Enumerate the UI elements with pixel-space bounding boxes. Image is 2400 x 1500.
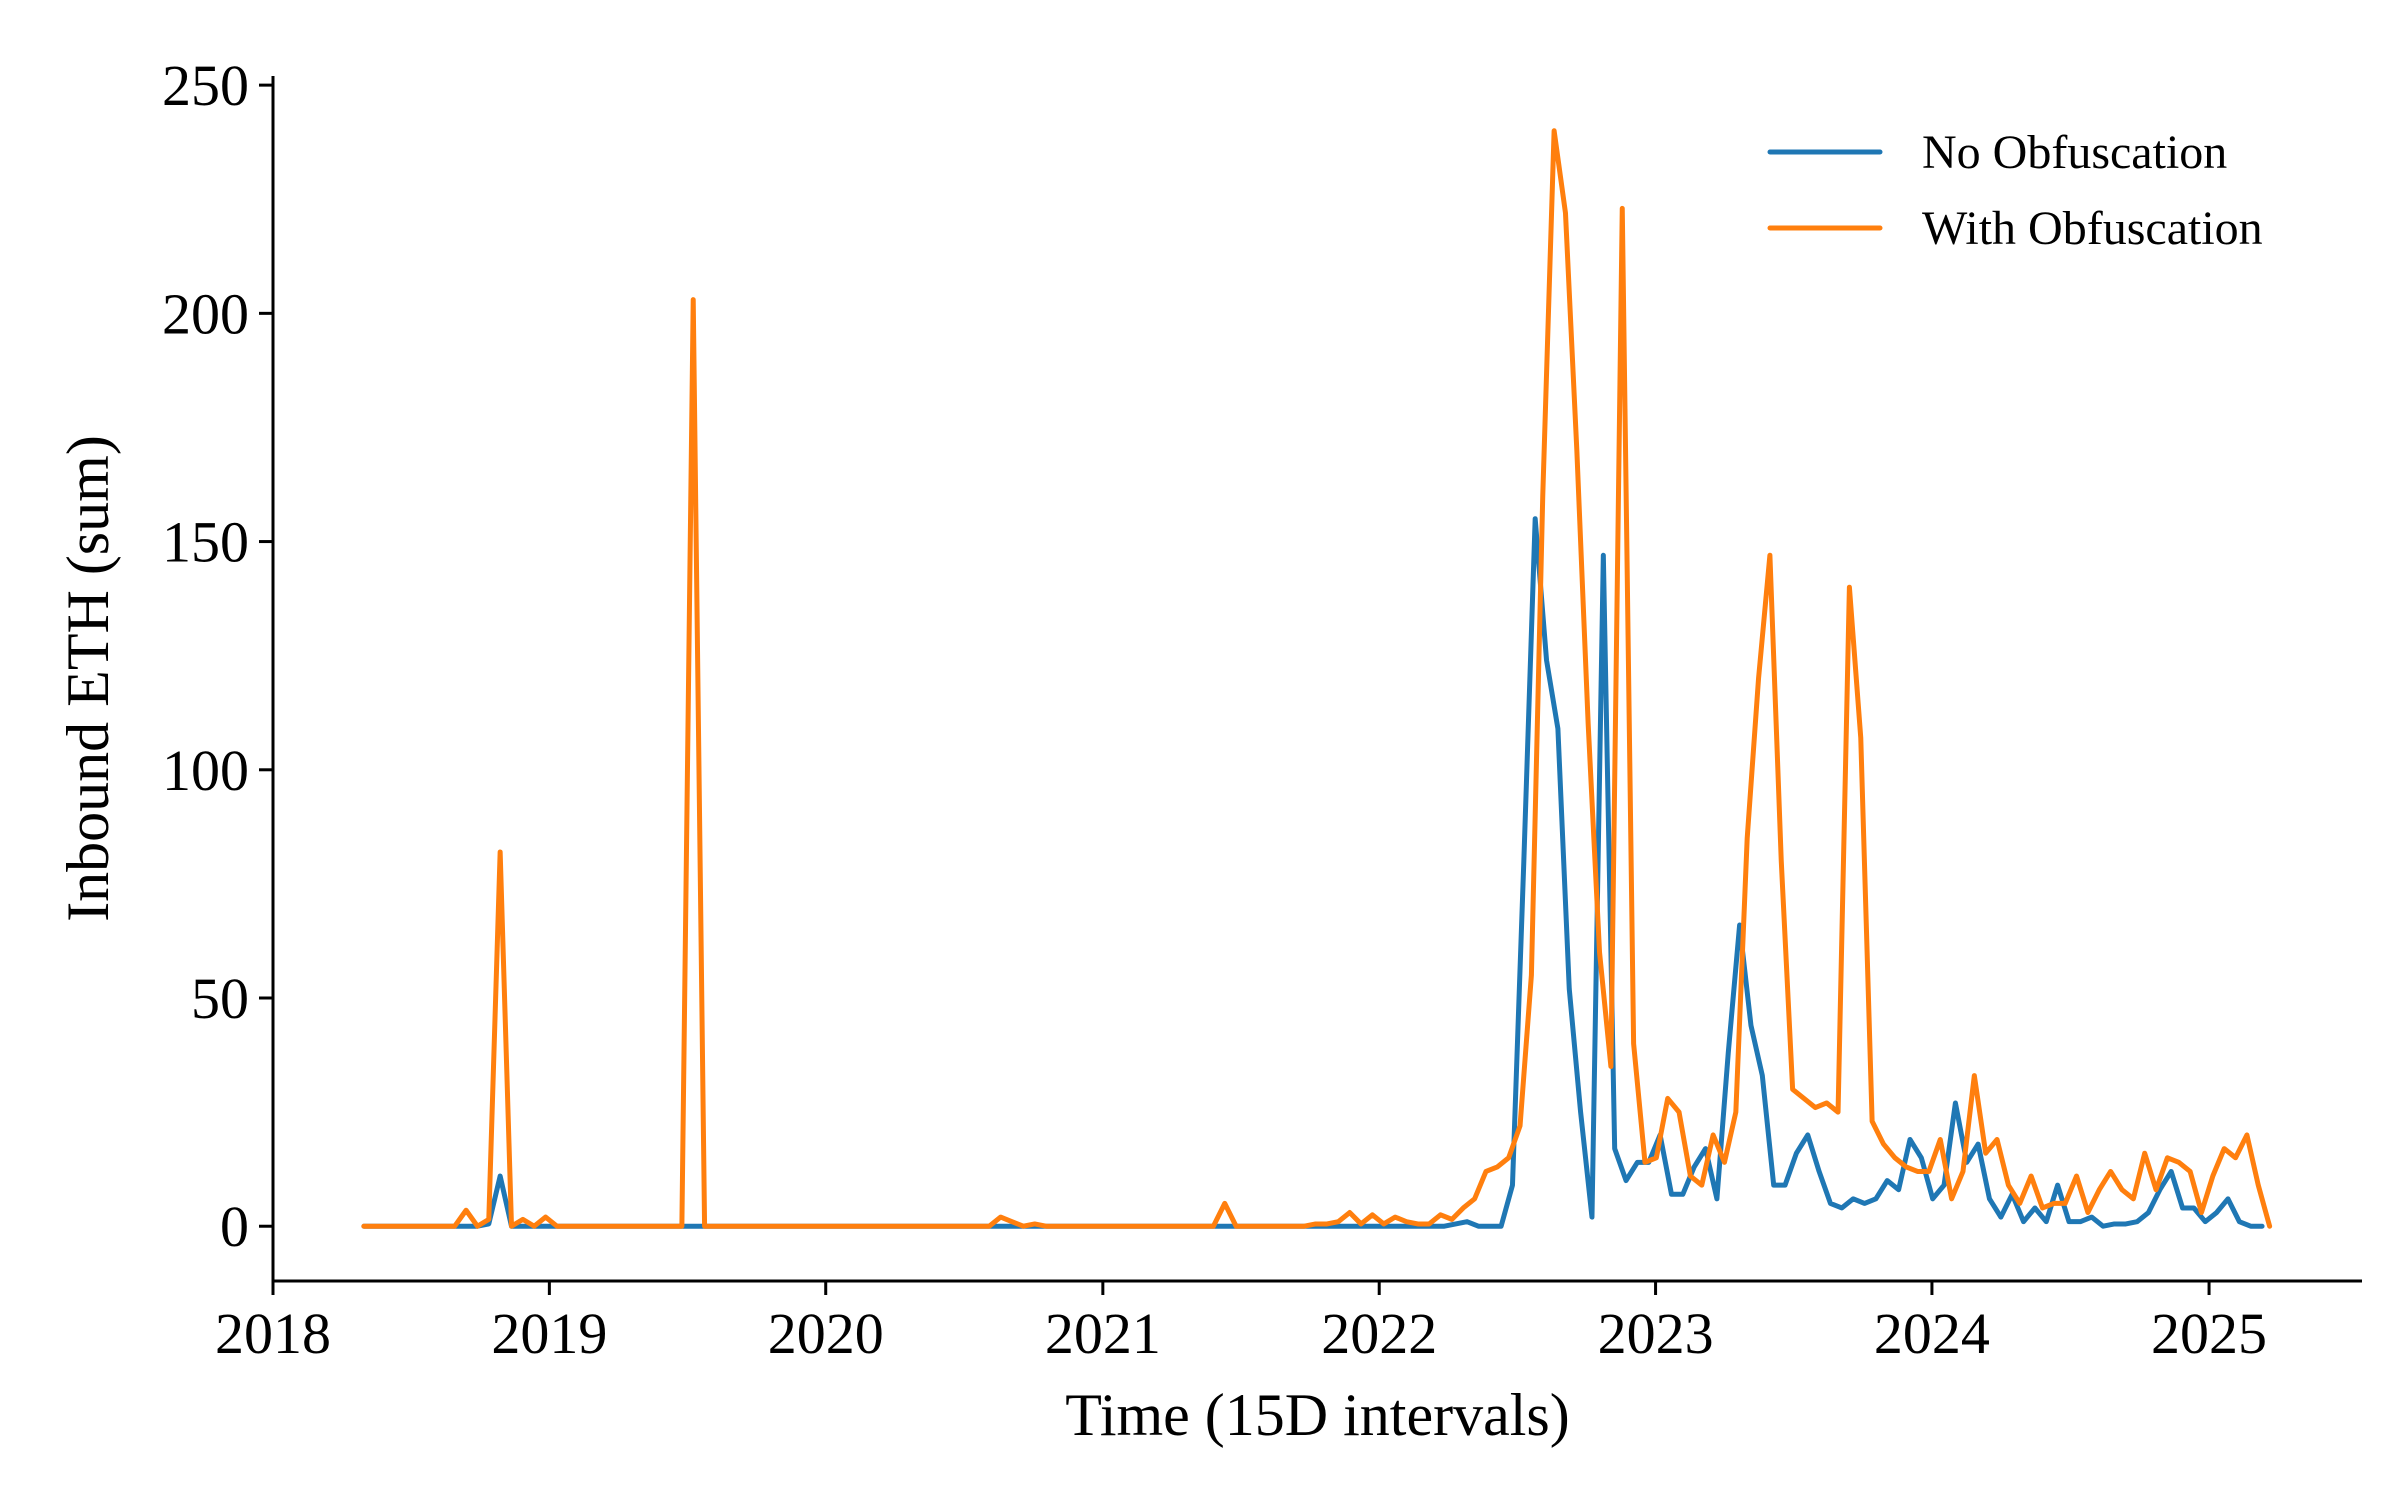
x-tick-label: 2021: [1045, 1301, 1161, 1366]
x-tick-label: 2023: [1598, 1301, 1714, 1366]
x-ticks: 2018 2019 2020 2021 2022 2023 2024 2025: [215, 1281, 2267, 1366]
x-tick-label: 2019: [491, 1301, 607, 1366]
y-tick-label: 150: [162, 510, 249, 575]
x-axis-label: Time (15D intervals): [1065, 1382, 1569, 1448]
y-tick-label: 200: [162, 281, 249, 346]
y-tick-label: 50: [191, 966, 249, 1031]
x-tick-label: 2018: [215, 1301, 331, 1366]
series-line-with-obfuscation: [361, 128, 2273, 1229]
y-axis-label: Inbound ETH (sum): [55, 435, 121, 922]
legend-label-with-obfuscation: With Obfuscation: [1922, 202, 2263, 255]
y-tick-label: 250: [162, 53, 249, 118]
y-tick-label: 0: [220, 1194, 249, 1259]
series-group: [361, 128, 2273, 1229]
x-tick-label: 2022: [1321, 1301, 1437, 1366]
series-line-no-obfuscation: [361, 516, 2265, 1229]
y-ticks: 0 50 100 150 200 250: [162, 53, 273, 1259]
x-tick-label: 2020: [768, 1301, 884, 1366]
x-tick-label: 2024: [1874, 1301, 1990, 1366]
legend-label-no-obfuscation: No Obfuscation: [1922, 126, 2227, 179]
y-tick-label: 100: [162, 738, 249, 803]
x-tick-label: 2025: [2151, 1301, 2267, 1366]
axes: [271, 76, 2362, 1283]
legend: No Obfuscation With Obfuscation: [1767, 126, 2263, 255]
